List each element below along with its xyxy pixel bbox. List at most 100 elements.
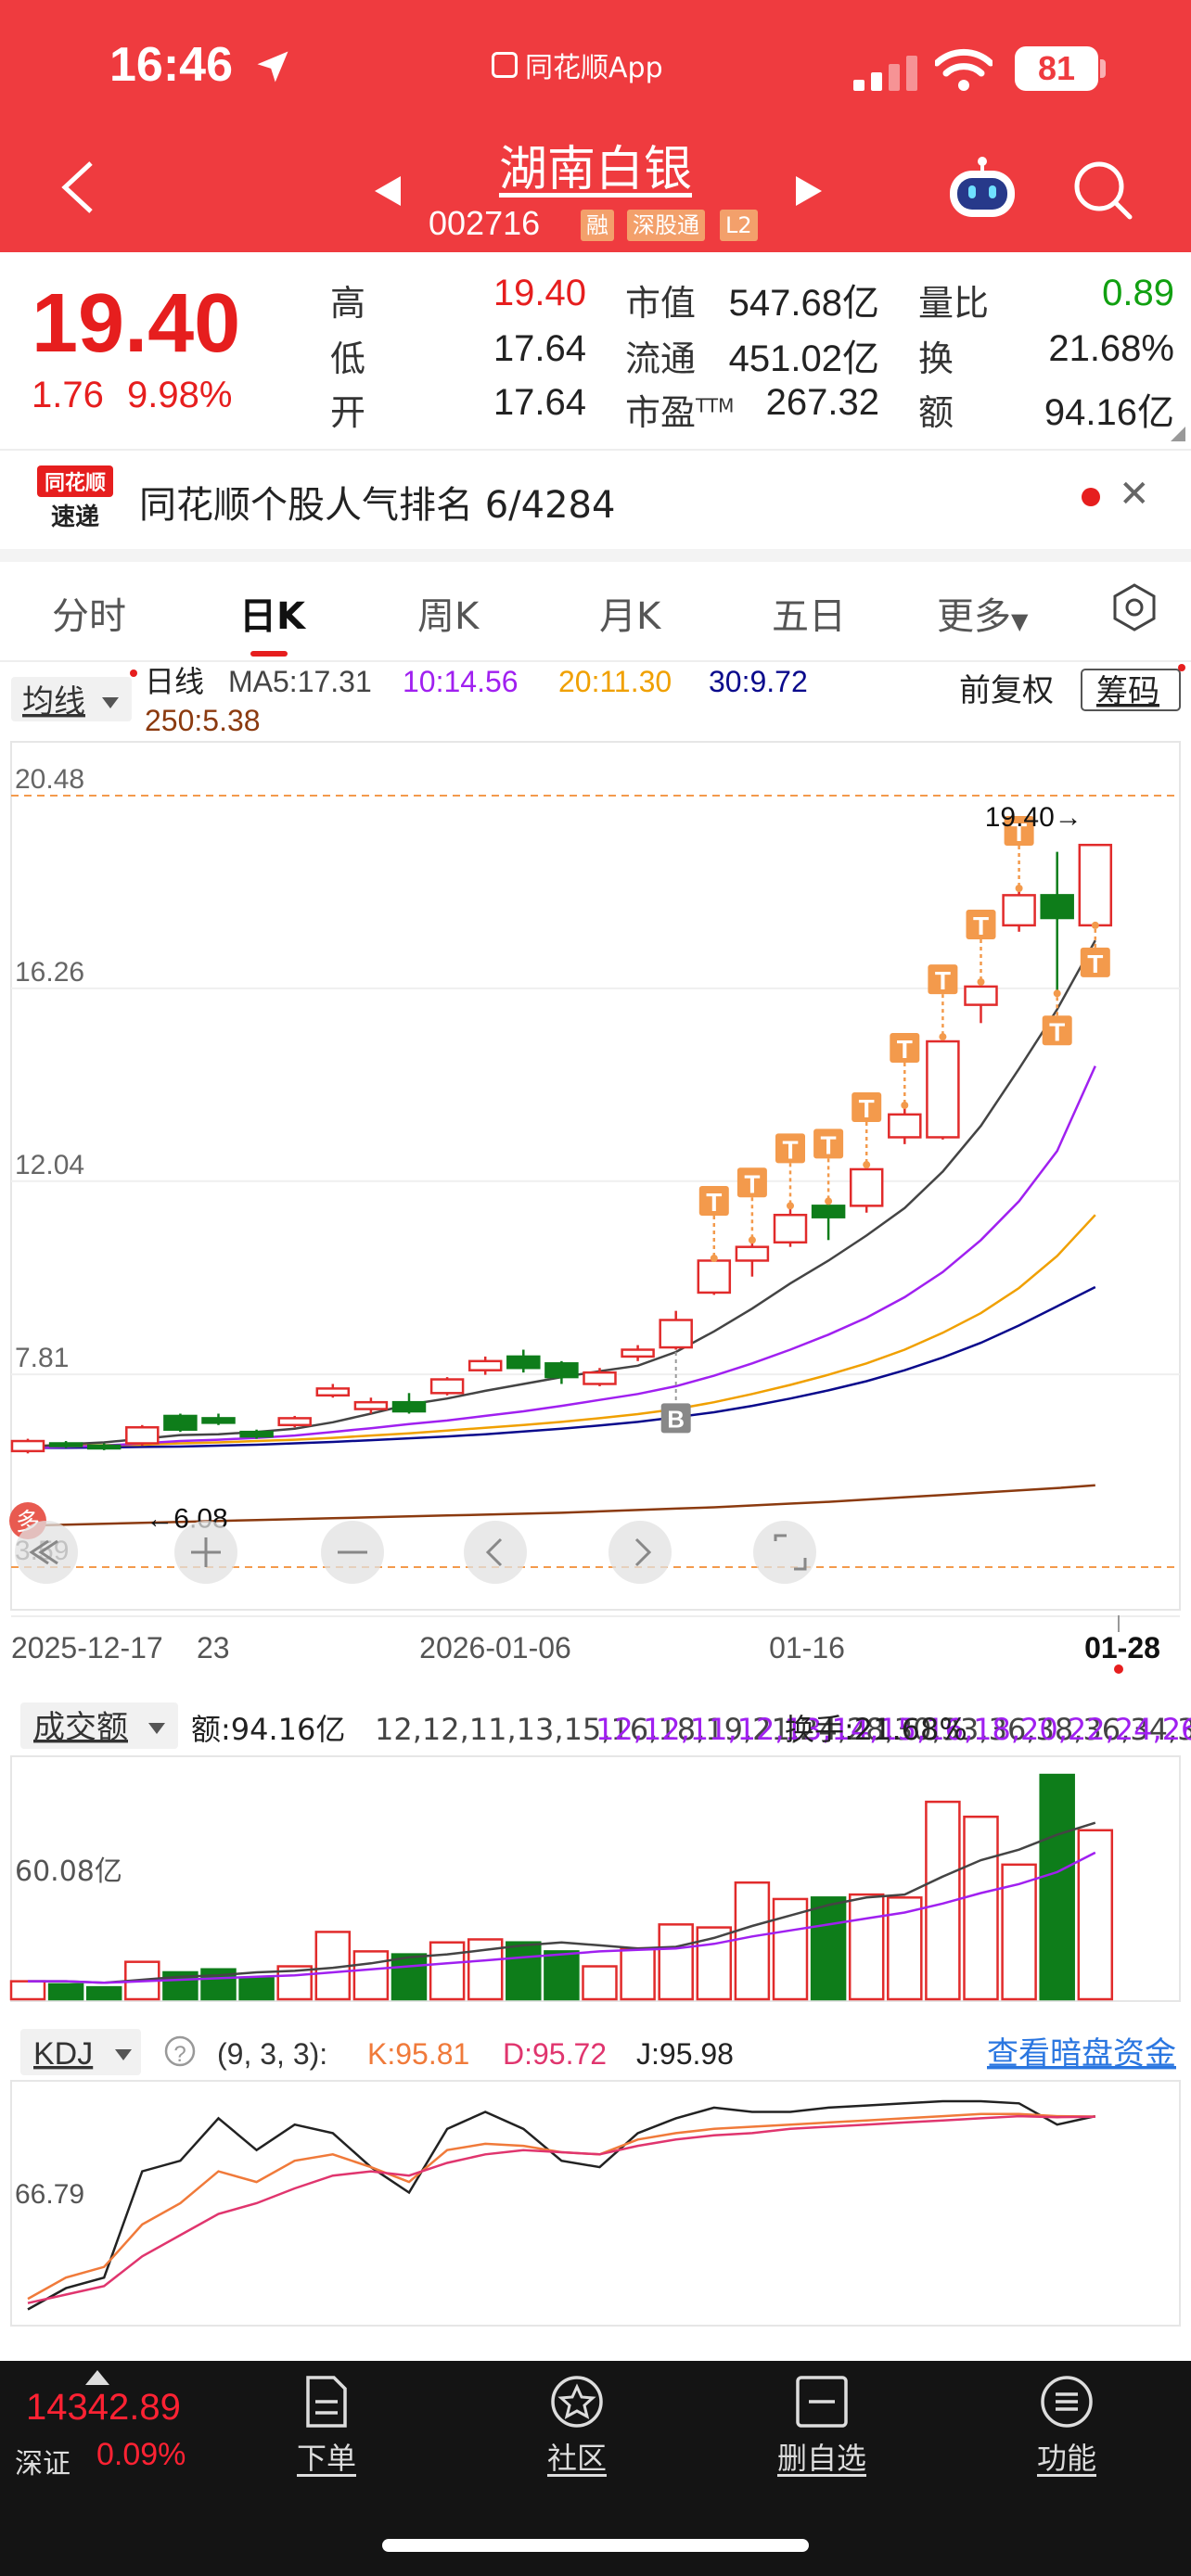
open-label: 开	[330, 392, 366, 433]
app-label: 同花顺App	[492, 45, 663, 85]
nav-remove-watchlist[interactable]: 删自选	[757, 2374, 887, 2478]
pe-label-text: 市盈	[625, 392, 697, 433]
nav-remove-watchlist-label: 删自选	[776, 2441, 866, 2476]
signal-anchor	[710, 1255, 718, 1263]
kline-panel[interactable]	[10, 741, 1181, 1611]
ma-selector[interactable]	[11, 677, 132, 721]
kdj-y-tick: 66.79	[15, 2179, 84, 2210]
ma20-line	[28, 1214, 1096, 1447]
amount-label: 额	[918, 392, 954, 433]
t-signal-marker	[736, 1167, 767, 1198]
kdj-d-line	[27, 2114, 1095, 2304]
volume-y-tick: 60.08亿	[15, 1855, 122, 1888]
tab-weekly-k[interactable]: 周K	[417, 595, 480, 638]
volume-panel[interactable]	[10, 1755, 1181, 2002]
nav-community-label: 社区	[546, 2441, 607, 2476]
tab-five-day[interactable]: 五日	[772, 595, 846, 638]
t-signal-marker	[813, 1129, 844, 1159]
prev-stock-button[interactable]	[369, 172, 406, 210]
control-circle	[15, 1521, 78, 1584]
kdj-params: (9, 3, 3):	[217, 2037, 327, 2071]
candle-body	[697, 1259, 732, 1294]
turnover-value: 21.68%	[1048, 328, 1174, 369]
ths-news-logo: 同花顺 速递	[37, 465, 113, 531]
t-signal-label: T	[706, 1188, 722, 1217]
nav-order[interactable]: 下单	[262, 2374, 391, 2478]
kdj-panel[interactable]	[10, 2080, 1181, 2327]
adjust-mode[interactable]: 前复权	[959, 672, 1054, 709]
ma5-readout: MA5:17.31	[228, 665, 372, 698]
t-signal-marker	[698, 1186, 729, 1217]
order-icon	[306, 2376, 347, 2428]
t-signal-label: T	[897, 1035, 913, 1064]
signal-anchor	[825, 1197, 833, 1205]
section-gap	[0, 549, 1191, 562]
volume-bar	[582, 1965, 618, 2001]
buy-marker-label: B	[667, 1405, 685, 1433]
candle-body	[583, 1371, 617, 1385]
index-value[interactable]: 14342.89	[26, 2387, 181, 2428]
candle-body	[964, 985, 998, 1006]
control-glyph	[774, 1534, 807, 1571]
search-icon[interactable]	[1072, 159, 1133, 221]
tab-daily-k[interactable]: 日K	[239, 595, 305, 638]
signal-icon	[853, 56, 917, 91]
kdj-k: K:95.81	[367, 2037, 469, 2071]
index-name: 深证	[15, 2448, 70, 2480]
candle-body	[811, 1205, 846, 1218]
chevron-down-icon	[115, 2049, 132, 2060]
t-signal-label: T	[744, 1169, 760, 1198]
zoom-in-icon[interactable]	[174, 1521, 237, 1584]
volume-bar	[734, 1881, 771, 2001]
volume-bar	[506, 1941, 542, 2001]
expand-corner-icon[interactable]	[1171, 427, 1185, 441]
back-icon[interactable]	[15, 1521, 78, 1584]
t-signal-label: T	[1011, 818, 1027, 847]
price-change: 1.76 9.98%	[32, 375, 232, 416]
fullscreen-icon[interactable]	[753, 1521, 816, 1584]
volume-bar	[352, 1950, 390, 2001]
ma10-readout: 10:14.56	[403, 665, 519, 698]
stock-name[interactable]: 湖南白银	[498, 142, 692, 198]
last-price: 19.40	[32, 277, 241, 370]
chart-controls	[15, 1521, 816, 1584]
t-signal-marker	[1080, 947, 1110, 977]
chips-button[interactable]	[1081, 669, 1181, 711]
indicator-selector[interactable]	[20, 2029, 141, 2075]
app-logo-icon	[492, 52, 518, 78]
tab-intraday[interactable]: 分时	[52, 595, 126, 638]
tab-monthly-k[interactable]: 月K	[599, 595, 661, 638]
logo-line2: 速递	[51, 503, 99, 531]
prev-icon[interactable]	[464, 1521, 527, 1584]
candle-body	[48, 1442, 83, 1447]
settings-hexagon-icon[interactable]	[1109, 582, 1159, 632]
ma250-readout: 250:5.38	[145, 704, 261, 737]
dark-pool-link[interactable]: 查看暗盘资金	[987, 2035, 1176, 2072]
t-signal-marker	[852, 1092, 882, 1123]
unread-dot	[1082, 488, 1100, 506]
volume-ma5: 12,12,11,13,15,16,18,19,21,24,28,30,33,3…	[375, 1712, 1191, 1747]
volume-selector[interactable]	[20, 1702, 178, 1749]
mktcap-label: 市值	[625, 283, 697, 324]
float-value: 451.02亿	[728, 338, 879, 379]
next-stock-button[interactable]	[790, 172, 827, 210]
vol-ratio-value: 0.89	[1102, 273, 1174, 313]
ma-selector-label: 均线	[22, 683, 85, 721]
candle-body	[735, 1245, 770, 1262]
volume-bar	[47, 1983, 84, 2001]
ma30-line	[28, 1285, 1096, 1449]
pe-value: 267.32	[765, 382, 879, 423]
close-icon[interactable]: ✕	[1119, 473, 1150, 516]
nav-functions[interactable]: 功能	[1002, 2374, 1132, 2478]
tab-more[interactable]: 更多▼	[937, 586, 1028, 640]
change-value: 1.76	[32, 375, 104, 415]
help-icon[interactable]	[164, 2035, 196, 2067]
back-button[interactable]	[58, 159, 98, 215]
zoom-out-icon[interactable]	[321, 1521, 384, 1584]
volume-turnover: 换手:21.68%	[785, 1712, 967, 1747]
home-indicator	[382, 2539, 809, 2552]
nav-community[interactable]: 社区	[512, 2374, 642, 2478]
popularity-rank-text[interactable]: 同花顺个股人气排名 6/4284	[139, 484, 616, 527]
robot-assistant-icon[interactable]	[946, 156, 1018, 223]
next-icon[interactable]	[608, 1521, 672, 1584]
